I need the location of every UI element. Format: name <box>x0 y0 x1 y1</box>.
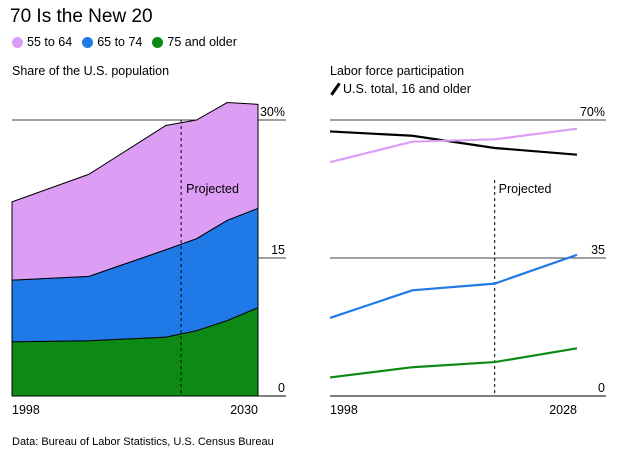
legend-swatch-55-64 <box>12 36 23 48</box>
legend-item-65-74: 65 to 74 <box>82 35 142 49</box>
right-x-tick-label-first: 1998 <box>330 403 358 417</box>
right-y-tick-label-0: 0 <box>598 381 605 395</box>
right-x-tick-label-last: 2028 <box>549 403 577 417</box>
left-projected-label: Projected <box>186 182 239 196</box>
legend: 55 to 64 65 to 74 75 and older <box>12 35 247 49</box>
us-total-legend: U.S. total, 16 and older <box>330 82 471 96</box>
legend-swatch-75-older <box>152 36 164 48</box>
left-y-tick-label-15: 15 <box>271 243 285 257</box>
line-75-and-older <box>329 347 578 379</box>
legend-label-75-older: 75 and older <box>167 35 237 49</box>
source-note: Data: Bureau of Labor Statistics, U.S. C… <box>12 436 274 448</box>
left-y-tick-label-30: 30% <box>260 105 285 119</box>
line-65-to-74 <box>329 253 578 319</box>
legend-item-75-older: 75 and older <box>152 35 237 49</box>
area-55-to-64 <box>11 102 259 281</box>
legend-label-65-74: 65 to 74 <box>97 35 143 49</box>
left-panel-title: Share of the U.S. population <box>12 64 170 78</box>
legend-label-55-64: 55 to 64 <box>27 35 73 49</box>
right-y-tick-label-70: 70% <box>580 105 605 119</box>
legend-swatch-65-74 <box>82 36 94 48</box>
right-projected-label: Projected <box>499 182 552 196</box>
chart-title: 70 Is the New 20 <box>10 6 153 27</box>
line-u.s.-total-16-and-older <box>329 130 578 156</box>
left-y-tick-label-0: 0 <box>278 381 285 395</box>
left-x-tick-label-first: 1998 <box>12 403 40 417</box>
line-55-to-64 <box>329 127 578 164</box>
right-panel-title: Labor force participation <box>330 64 465 78</box>
legend-item-55-64: 55 to 64 <box>12 35 72 49</box>
left-x-tick-label-last: 2030 <box>230 403 258 417</box>
right-y-tick-label-35: 35 <box>591 243 605 257</box>
us-total-legend-label: U.S. total, 16 and older <box>343 82 471 96</box>
